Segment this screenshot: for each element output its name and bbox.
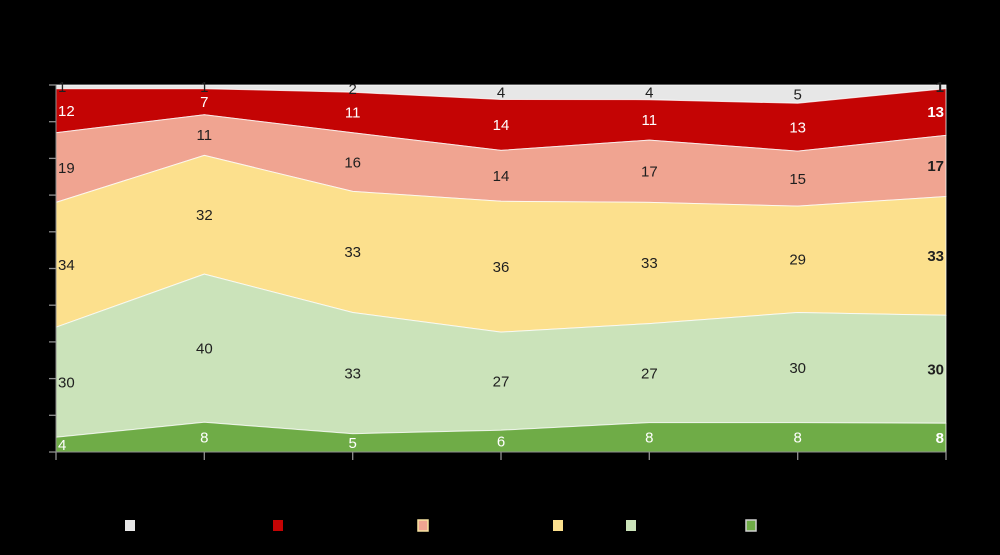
data-label-dark-red: 7 — [200, 94, 208, 111]
data-label-green: 8 — [936, 430, 944, 447]
data-label-dark-red: 12 — [58, 103, 75, 120]
data-label-dark-red: 11 — [345, 105, 361, 122]
data-label-salmon: 15 — [789, 171, 806, 188]
data-label-yellow: 33 — [641, 255, 658, 272]
data-label-gray: 4 — [645, 85, 653, 102]
data-label-green: 5 — [348, 435, 356, 452]
data-label-gray: 5 — [793, 86, 801, 103]
data-label-salmon: 14 — [493, 168, 510, 185]
data-label-green: 8 — [793, 430, 801, 447]
legend-swatch-4 — [553, 520, 563, 531]
data-label-light-green: 27 — [493, 373, 510, 390]
data-label-yellow: 32 — [196, 207, 213, 224]
legend-swatch-2 — [273, 520, 283, 531]
data-label-yellow: 33 — [344, 244, 361, 261]
data-label-green: 4 — [58, 437, 66, 454]
data-label-light-green: 40 — [196, 340, 213, 357]
data-label-light-green: 30 — [789, 360, 806, 377]
data-label-light-green: 33 — [344, 365, 361, 382]
data-label-salmon: 19 — [58, 160, 75, 177]
data-label-gray: 1 — [58, 79, 66, 96]
data-label-dark-red: 13 — [789, 119, 806, 136]
data-label-light-green: 30 — [927, 361, 944, 378]
data-label-salmon: 16 — [344, 154, 361, 171]
data-label-gray: 1 — [200, 79, 208, 96]
data-label-gray: 4 — [497, 85, 505, 102]
data-label-light-green: 27 — [641, 365, 658, 382]
legend-swatch-1 — [125, 520, 135, 531]
data-label-dark-red: 14 — [493, 117, 510, 134]
data-label-green: 8 — [645, 430, 653, 447]
data-label-green: 6 — [497, 433, 505, 450]
data-label-dark-red: 11 — [642, 112, 658, 129]
legend — [125, 519, 757, 532]
data-label-yellow: 36 — [493, 259, 510, 276]
data-label-salmon: 11 — [197, 127, 213, 144]
data-label-yellow: 29 — [789, 252, 806, 269]
data-label-green: 8 — [200, 429, 208, 446]
legend-swatch-5 — [626, 520, 636, 531]
axes — [49, 84, 947, 460]
plot-area — [55, 84, 947, 453]
data-label-yellow: 33 — [927, 248, 944, 265]
data-label-gray: 1 — [936, 79, 944, 96]
legend-swatch-3 — [417, 519, 429, 532]
data-label-dark-red: 13 — [927, 104, 944, 121]
legend-swatch-6 — [745, 519, 757, 532]
data-label-salmon: 17 — [641, 163, 658, 180]
data-label-gray: 2 — [348, 81, 356, 98]
data-label-yellow: 34 — [58, 257, 75, 274]
data-label-light-green: 30 — [58, 375, 75, 392]
data-label-salmon: 17 — [927, 158, 944, 175]
